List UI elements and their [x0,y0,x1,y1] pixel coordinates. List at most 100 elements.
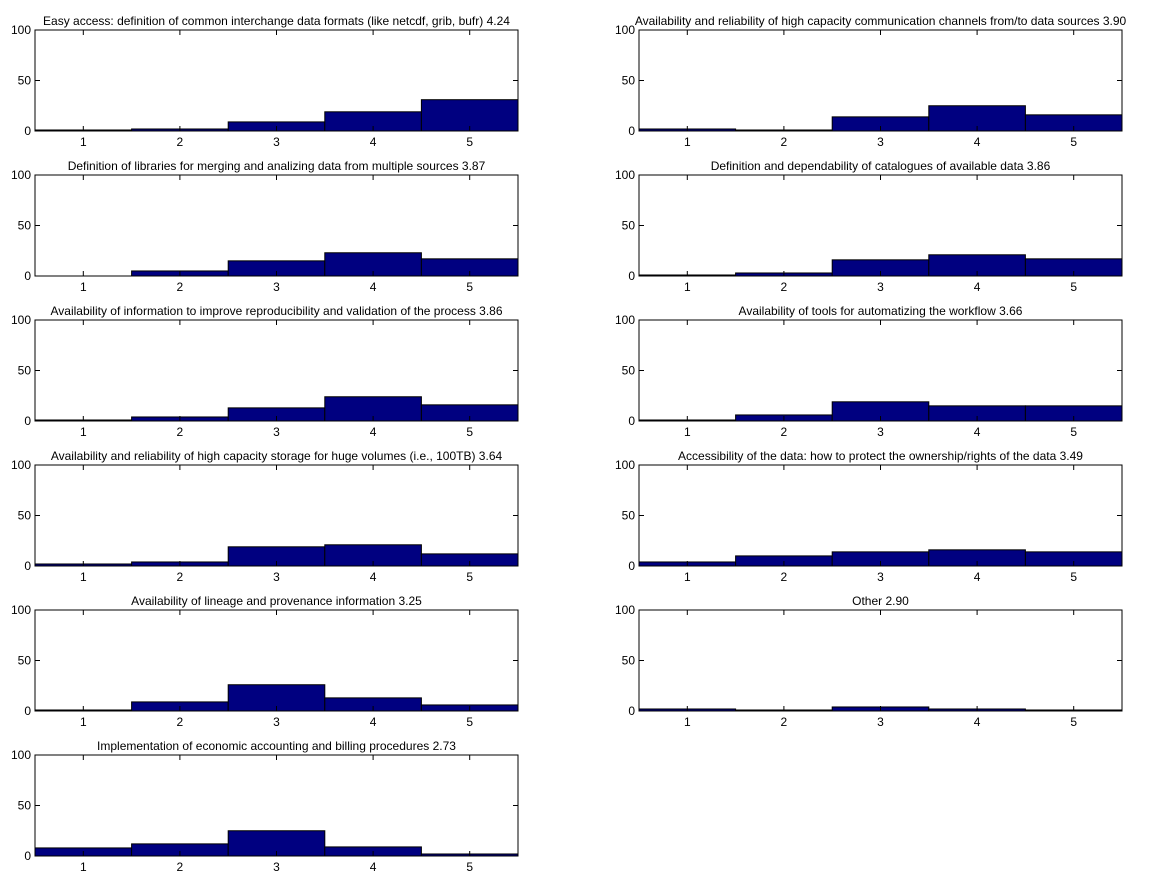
x-tick-label: 5 [466,135,473,149]
x-tick-label: 4 [370,715,377,729]
x-tick-label: 4 [370,860,377,874]
x-tick-label: 3 [877,425,884,439]
histogram-panel: Availability and reliability of high cap… [615,14,1127,149]
x-tick-label: 3 [273,135,280,149]
x-tick-label: 1 [80,570,87,584]
x-tick-label: 5 [1070,715,1077,729]
x-tick-label: 4 [974,135,981,149]
histogram-panel: Availability of tools for automatizing t… [615,304,1123,439]
x-tick-label: 4 [974,280,981,294]
y-tick-label: 0 [628,269,635,283]
y-tick-label: 100 [615,168,635,182]
x-tick-label: 2 [177,860,184,874]
x-tick-label: 1 [684,570,691,584]
y-tick-label: 50 [18,799,32,813]
y-tick-label: 50 [18,654,32,668]
y-tick-label: 100 [11,23,31,37]
x-tick-label: 3 [877,570,884,584]
x-tick-label: 2 [177,280,184,294]
x-tick-label: 3 [273,715,280,729]
x-tick-label: 4 [974,570,981,584]
x-tick-label: 1 [80,280,87,294]
x-tick-label: 5 [1070,135,1077,149]
y-tick-label: 50 [622,74,636,88]
y-tick-label: 0 [24,414,31,428]
histogram-panel: Accessibility of the data: how to protec… [615,449,1123,584]
x-tick-label: 1 [684,135,691,149]
y-tick-label: 100 [615,23,635,37]
y-tick-label: 0 [24,269,31,283]
x-tick-label: 2 [781,570,788,584]
panel-title: Availability and reliability of high cap… [51,449,503,463]
x-tick-label: 1 [80,135,87,149]
y-tick-label: 50 [622,219,636,233]
panel-title: Implementation of economic accounting an… [97,739,456,753]
x-tick-label: 1 [80,860,87,874]
x-tick-label: 1 [684,715,691,729]
x-tick-label: 1 [684,425,691,439]
panel-title: Accessibility of the data: how to protec… [678,449,1083,463]
axes-frame [638,609,1123,712]
y-tick-label: 50 [622,364,636,378]
histogram-panel: Definition of libraries for merging and … [11,159,519,294]
y-tick-label: 0 [24,124,31,138]
x-tick-label: 1 [80,715,87,729]
y-tick-label: 50 [18,509,32,523]
histogram-panel: Availability and reliability of high cap… [11,449,519,584]
x-tick-label: 4 [370,425,377,439]
y-tick-label: 100 [11,458,31,472]
histogram-panel: Availability of lineage and provenance i… [11,594,519,729]
x-tick-label: 2 [177,135,184,149]
x-tick-label: 2 [781,280,788,294]
x-tick-label: 5 [1070,280,1077,294]
x-tick-label: 3 [877,715,884,729]
x-tick-label: 2 [177,425,184,439]
y-tick-label: 100 [11,603,31,617]
y-tick-label: 100 [11,168,31,182]
y-tick-label: 0 [628,414,635,428]
x-tick-label: 2 [781,425,788,439]
panel-title: Availability of lineage and provenance i… [131,594,422,608]
x-tick-label: 2 [177,715,184,729]
panel-title: Availability of tools for automatizing t… [739,304,1023,318]
x-tick-label: 5 [466,425,473,439]
histogram-panel: Definition and dependability of catalogu… [615,159,1123,294]
x-tick-label: 5 [466,570,473,584]
y-tick-label: 100 [615,458,635,472]
x-tick-label: 4 [974,425,981,439]
y-tick-label: 0 [24,559,31,573]
y-tick-label: 0 [628,559,635,573]
panel-title: Easy access: definition of common interc… [43,14,510,28]
panel-title: Other 2.90 [852,594,909,608]
x-tick-label: 4 [370,280,377,294]
x-tick-label: 2 [177,570,184,584]
x-tick-label: 5 [1070,570,1077,584]
axes-frame [638,464,1123,567]
y-tick-label: 100 [11,748,31,762]
x-tick-label: 4 [974,715,981,729]
panel-title: Availability and reliability of high cap… [635,14,1127,28]
x-tick-label: 5 [466,715,473,729]
panel-title: Availability of information to improve r… [50,304,502,318]
y-tick-label: 100 [11,313,31,327]
y-tick-label: 50 [18,219,32,233]
y-tick-label: 0 [24,849,31,863]
x-tick-label: 5 [1070,425,1077,439]
y-tick-label: 50 [622,654,636,668]
y-tick-label: 0 [628,704,635,718]
x-tick-label: 3 [273,860,280,874]
x-tick-label: 3 [877,280,884,294]
y-tick-label: 50 [18,364,32,378]
panel-title: Definition of libraries for merging and … [68,159,486,173]
x-tick-label: 3 [877,135,884,149]
y-tick-label: 50 [18,74,32,88]
y-tick-label: 0 [628,124,635,138]
x-tick-label: 2 [781,135,788,149]
histogram-panel: Easy access: definition of common interc… [11,14,519,149]
x-tick-label: 3 [273,570,280,584]
histogram-bar [420,99,519,132]
y-tick-label: 0 [24,704,31,718]
y-tick-label: 100 [615,313,635,327]
x-tick-label: 5 [466,860,473,874]
x-tick-label: 1 [80,425,87,439]
